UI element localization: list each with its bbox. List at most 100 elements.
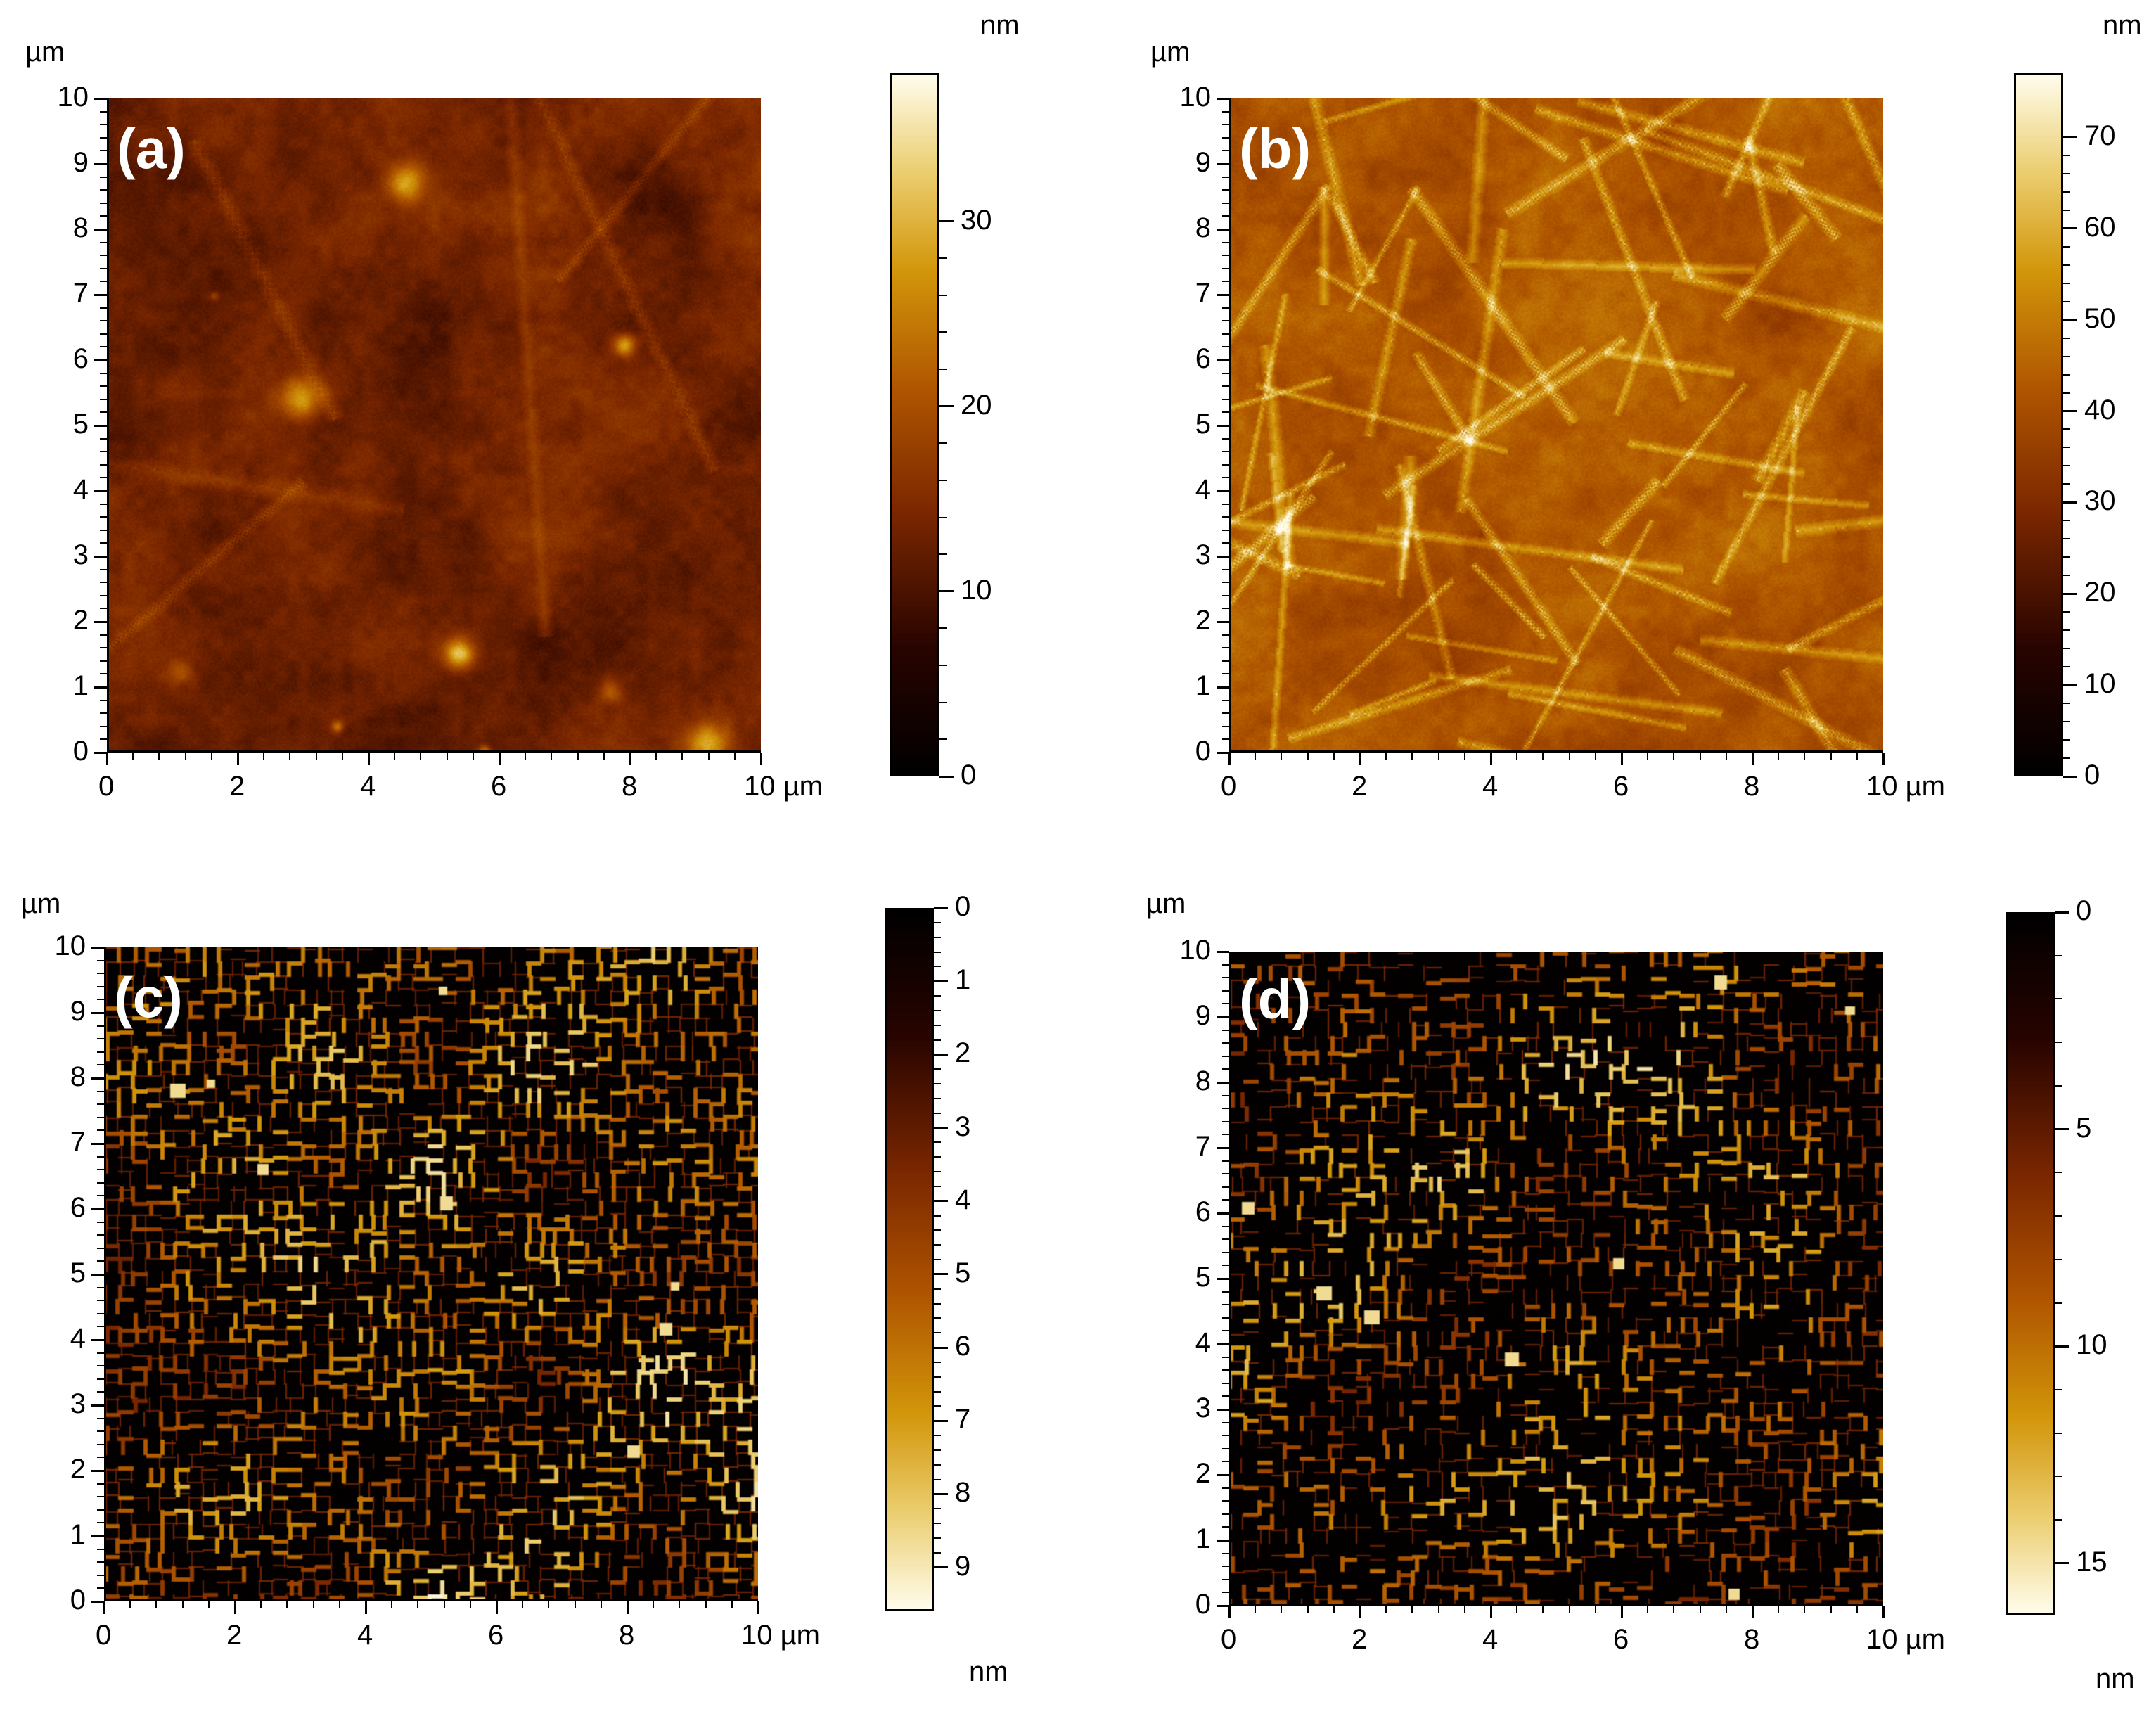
x-tick-minor (207, 1601, 210, 1608)
afm-image-d (1229, 952, 1883, 1606)
colorbar-tick-minor (2055, 1084, 2062, 1087)
colorbar-tick-minor (939, 479, 947, 481)
x-tick-major (1620, 1606, 1623, 1618)
y-tick-minor (1222, 738, 1229, 741)
x-tick-minor (525, 753, 527, 760)
y-tick-minor (100, 320, 107, 322)
colorbar-tick-minor (934, 921, 941, 923)
y-tick-label: 5 (72, 409, 89, 440)
x-tick-minor (341, 753, 343, 760)
colorbar-tick-label: 30 (961, 204, 992, 236)
y-tick-major (1217, 1277, 1229, 1280)
y-tick-minor (1222, 1566, 1229, 1568)
y-tick-minor (100, 463, 107, 466)
y-tick-minor (100, 189, 107, 191)
colorbar-tick (2063, 684, 2077, 686)
y-tick-label: 6 (1195, 343, 1211, 374)
x-tick-minor (1333, 1606, 1335, 1613)
y-tick-minor (1222, 660, 1229, 662)
x-tick-minor (1516, 753, 1518, 760)
afm-image-b (1229, 98, 1883, 753)
y-tick-minor (1222, 608, 1229, 610)
colorbar-tick-minor (2063, 483, 2070, 485)
colorbar-tick-minor (934, 966, 941, 968)
colorbar-tick-minor (2063, 300, 2070, 302)
y-tick-major (1217, 1016, 1229, 1018)
x-tick-minor (1463, 1606, 1465, 1613)
y-tick-minor (97, 1182, 104, 1184)
x-tick-label: 4 (1482, 1624, 1499, 1655)
colorbar-tick-minor (934, 1068, 941, 1070)
y-tick-label: 4 (72, 474, 89, 505)
y-tick-minor (97, 1496, 104, 1498)
colorbar-tick-minor (2063, 556, 2070, 558)
x-tick-minor (289, 753, 291, 760)
colorbar-tick-minor (939, 627, 947, 629)
y-tick-minor (97, 1443, 104, 1445)
y-tick-minor (100, 136, 107, 139)
colorbar-tick-label: 15 (2076, 1546, 2107, 1577)
y-tick-minor (1222, 281, 1229, 283)
y-tick-minor (97, 1326, 104, 1328)
y-tick-major (1217, 1081, 1229, 1084)
x-tick-label: 6 (488, 1620, 504, 1651)
y-tick-label: 1 (72, 670, 89, 701)
y-tick-minor (100, 568, 107, 570)
x-tick-major (1228, 753, 1231, 765)
x-tick-label: 6 (1613, 771, 1629, 802)
y-tick-major (94, 162, 107, 165)
x-tick-label: 10 µm (1866, 771, 1945, 802)
colorbar-tick-minor (2063, 575, 2070, 577)
colorbar-gradient (887, 910, 932, 1609)
plot-frame (107, 98, 761, 753)
colorbar-tick-minor (934, 1229, 941, 1231)
y-tick-minor (1222, 1552, 1229, 1554)
x-tick-minor (1778, 1606, 1780, 1613)
panel-c: µm (c) 0 1 2 3 4 5 6 7 8 9 10 0 2 4 6 8 10 µm nm 0 1 2 3 4 5… (0, 854, 1078, 1709)
x-tick-minor (653, 1601, 655, 1608)
colorbar-tick-minor (2063, 465, 2070, 467)
x-tick-major (1228, 1606, 1231, 1618)
y-tick-minor (97, 1417, 104, 1419)
x-tick-minor (733, 753, 736, 760)
x-tick-minor (446, 753, 448, 760)
y-tick-major (1217, 751, 1229, 754)
plot-frame (1229, 952, 1883, 1606)
colorbar-tick-minor (2063, 154, 2070, 156)
colorbar-tick-label: 10 (961, 574, 992, 606)
x-tick-minor (443, 1601, 445, 1608)
x-tick-minor (1725, 1606, 1727, 1613)
colorbar-tick (2063, 592, 2077, 595)
colorbar-tick-label: 40 (2084, 394, 2116, 425)
y-tick-label: 0 (70, 1585, 86, 1615)
y-tick-minor (100, 241, 107, 243)
y-tick-label: 6 (72, 343, 89, 374)
x-tick-minor (391, 1601, 393, 1608)
y-tick-minor (97, 999, 104, 1001)
x-tick-label: 6 (491, 771, 507, 802)
x-tick-label: 0 (1221, 1624, 1237, 1655)
x-tick-minor (1830, 753, 1832, 760)
x-tick-label: 0 (98, 771, 115, 802)
y-tick-minor (1222, 124, 1229, 126)
x-tick-minor (1281, 753, 1283, 760)
colorbar-unit: nm (2096, 1663, 2135, 1694)
x-tick-label: 6 (1613, 1624, 1629, 1655)
y-tick-minor (1222, 1382, 1229, 1384)
y-tick-minor (1222, 202, 1229, 204)
y-tick-minor (1222, 1421, 1229, 1423)
x-tick-minor (394, 753, 396, 760)
x-tick-minor (707, 753, 710, 760)
x-tick-minor (420, 753, 422, 760)
y-tick-minor (1222, 1120, 1229, 1122)
y-tick-minor (1222, 307, 1229, 309)
colorbar-tick-minor (934, 1156, 941, 1158)
y-tick-minor (1222, 1238, 1229, 1241)
x-tick-minor (522, 1601, 524, 1608)
y-tick-minor (1222, 1199, 1229, 1201)
y-tick-minor (1222, 990, 1229, 992)
y-tick-minor (1222, 1134, 1229, 1136)
y-tick-minor (1222, 1173, 1229, 1175)
x-tick-minor (1725, 753, 1727, 760)
colorbar-tick-minor (2063, 538, 2070, 540)
